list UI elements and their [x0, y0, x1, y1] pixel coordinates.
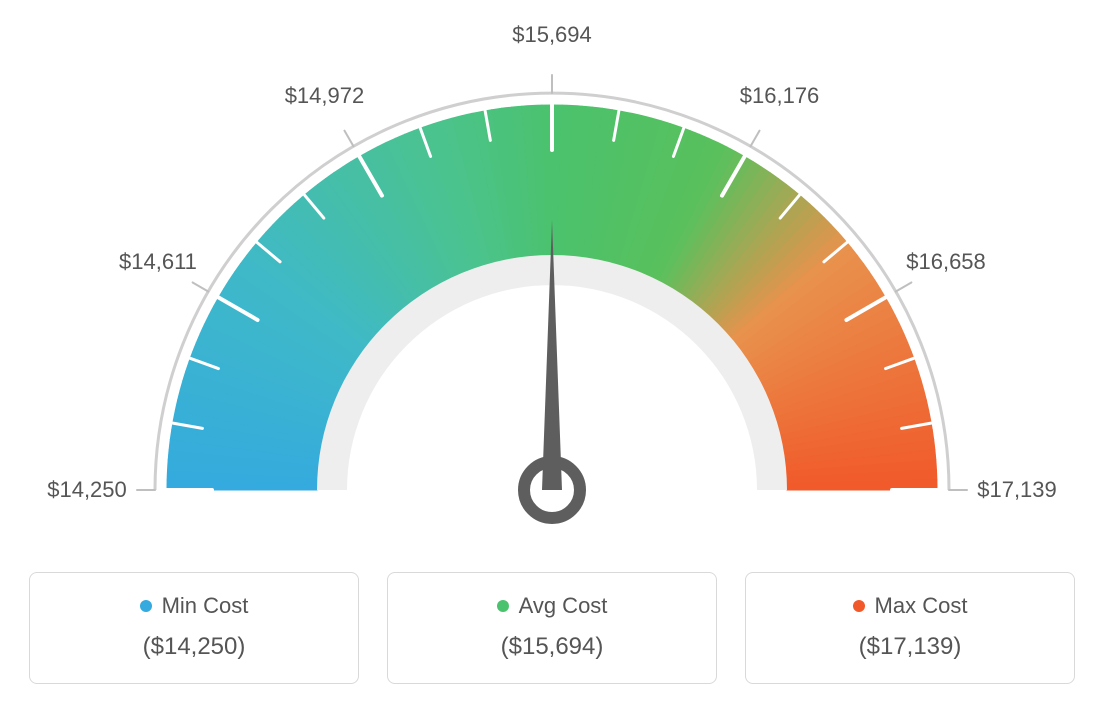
- legend-value-avg: ($15,694): [398, 633, 706, 661]
- legend-title-max: Max Cost: [853, 593, 968, 619]
- legend-title-min: Min Cost: [140, 593, 249, 619]
- legend-value-max: ($17,139): [756, 633, 1064, 661]
- legend-value-min: ($14,250): [40, 633, 348, 661]
- gauge-tick-label: $16,176: [740, 83, 820, 109]
- gauge-chart: $14,250 $14,611 $14,972 $15,694 $16,176 $16,6…: [20, 20, 1084, 560]
- legend-card-min: Min Cost ($14,250): [29, 572, 359, 684]
- dot-icon: [497, 600, 509, 612]
- gauge-tick-label: $14,611: [119, 249, 197, 275]
- gauge-tick-label: $16,658: [906, 249, 986, 275]
- gauge-tick-label: $17,139: [977, 477, 1057, 503]
- legend-title-text: Max Cost: [875, 593, 968, 619]
- dot-icon: [853, 600, 865, 612]
- legend-card-avg: Avg Cost ($15,694): [387, 572, 717, 684]
- legend-title-text: Avg Cost: [519, 593, 608, 619]
- dot-icon: [140, 600, 152, 612]
- gauge-tick-label: $15,694: [512, 22, 592, 48]
- legend-title-text: Min Cost: [162, 593, 249, 619]
- legend-card-max: Max Cost ($17,139): [745, 572, 1075, 684]
- gauge-tick-label: $14,972: [285, 83, 365, 109]
- legend-title-avg: Avg Cost: [497, 593, 608, 619]
- gauge-svg: [20, 20, 1084, 540]
- gauge-tick-label: $14,250: [47, 477, 127, 503]
- legend-row: Min Cost ($14,250) Avg Cost ($15,694) Ma…: [20, 572, 1084, 684]
